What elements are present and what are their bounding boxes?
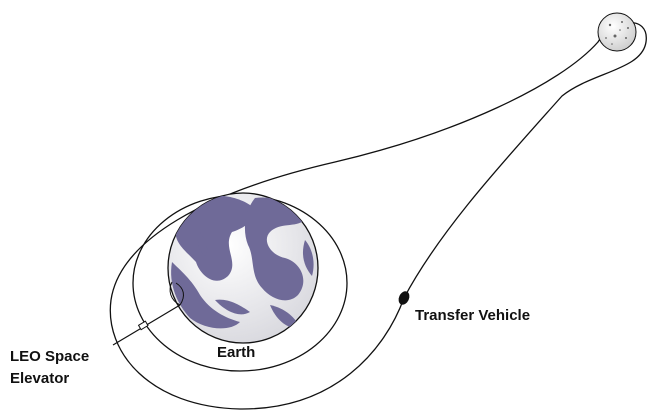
moon [598,13,636,51]
diagram: LEO Space Elevator Earth Transfer Vehicl… [0,0,655,412]
transfer-vehicle [397,290,412,307]
earth-label: Earth [217,344,255,361]
vehicle-label: Transfer Vehicle [415,307,530,324]
earth [168,193,318,343]
elevator-label: LEO Space [10,348,89,365]
elevator-label: Elevator [10,370,69,387]
